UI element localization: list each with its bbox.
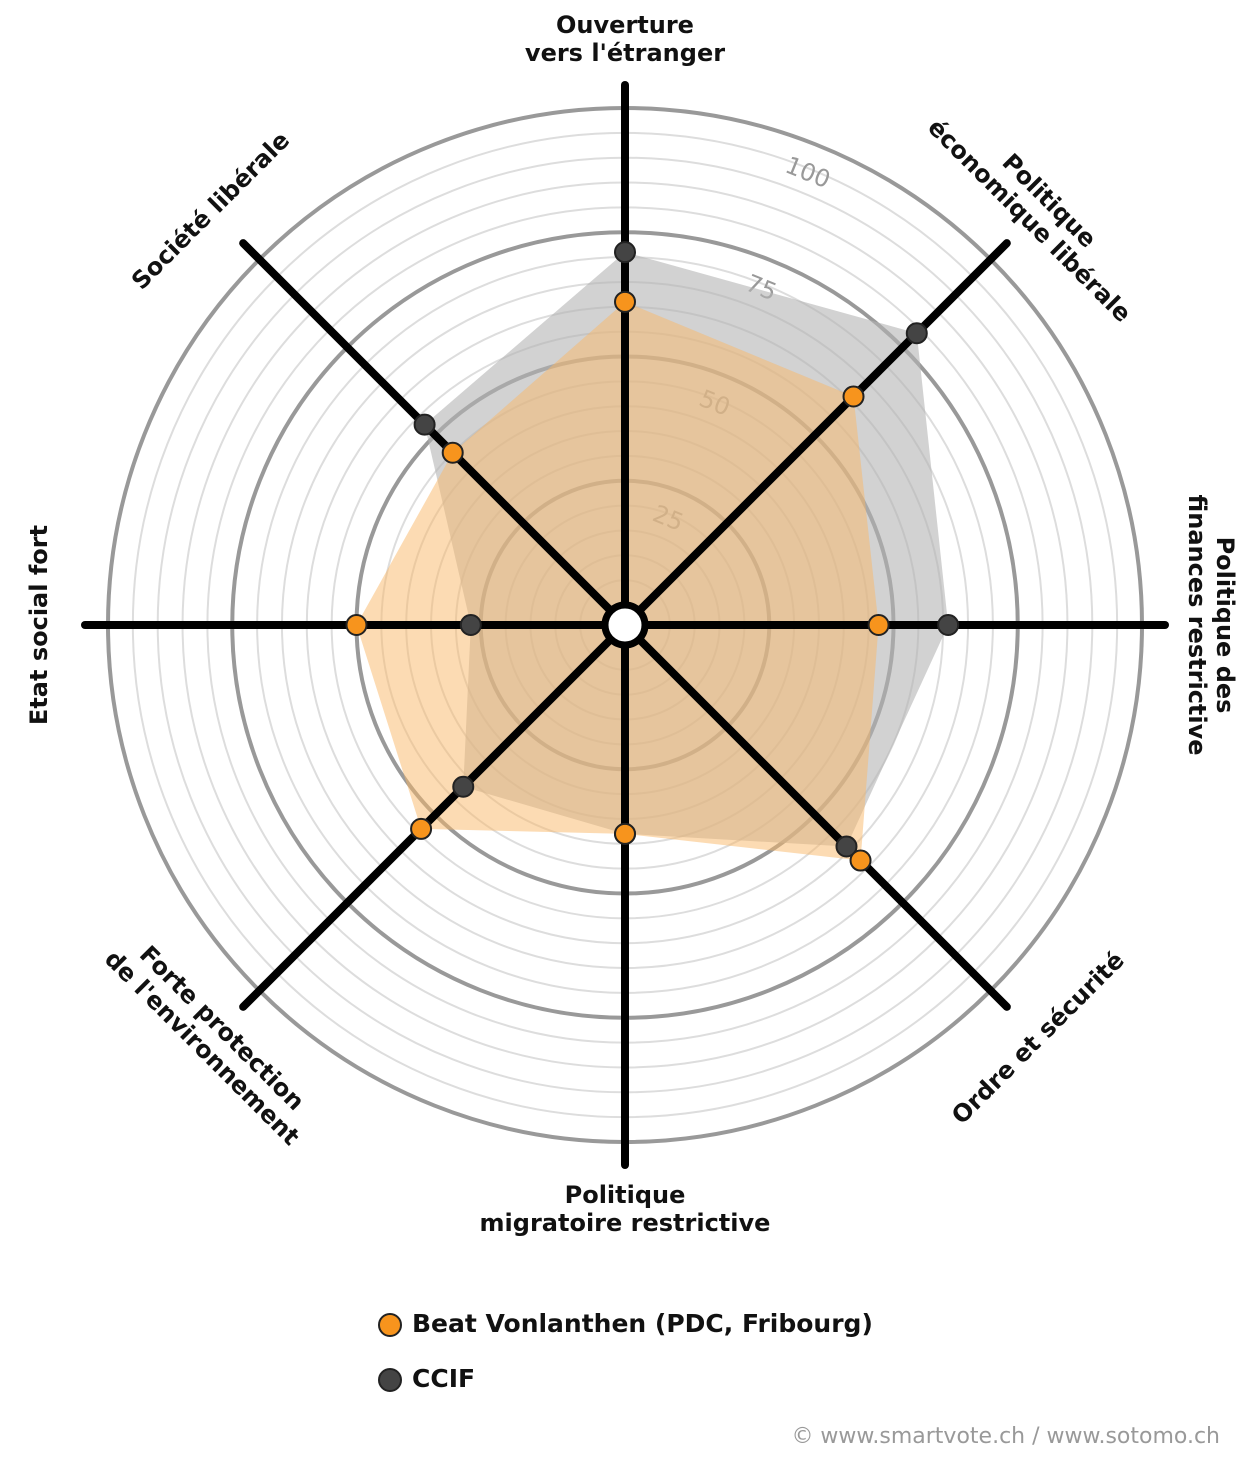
axis <box>621 239 1011 629</box>
point <box>835 835 858 858</box>
axis-label: Etat social fort <box>25 525 53 725</box>
axis-label: Politique desfinances restrictive <box>1183 494 1239 755</box>
point <box>452 775 475 798</box>
point <box>937 614 960 636</box>
center <box>601 601 649 649</box>
point <box>614 241 636 264</box>
point <box>410 817 433 840</box>
area <box>356 301 879 861</box>
point <box>614 822 636 845</box>
point <box>867 614 890 636</box>
point <box>849 849 872 872</box>
legend-marker <box>378 1368 402 1392</box>
legend-label: CCIF <box>412 1364 475 1393</box>
legend-marker <box>378 1313 402 1337</box>
axis-label-line: Politique <box>565 1181 686 1209</box>
point <box>459 614 482 636</box>
point <box>413 413 436 436</box>
source: © www.smartvote.ch / www.sotomo.ch <box>791 1424 1220 1449</box>
axis <box>239 239 629 629</box>
point <box>905 322 928 345</box>
axis-label-line: finances restrictive <box>1183 494 1211 755</box>
legend-label: Beat Vonlanthen (PDC, Fribourg) <box>412 1309 873 1338</box>
axis-label-line: Politique des <box>1211 537 1239 714</box>
axis <box>239 621 629 1011</box>
axis-label-line: migratoire restrictive <box>480 1209 771 1237</box>
point <box>842 385 865 408</box>
axis <box>621 621 1011 1011</box>
point <box>345 614 368 636</box>
axis-label-line: vers l'étranger <box>525 39 725 67</box>
axis-label-line: Etat social fort <box>25 525 53 725</box>
axis-label: Politique migratoire restrictive <box>480 1181 771 1237</box>
axis-label: Ouverture vers l'étranger <box>525 11 725 67</box>
point <box>441 441 464 464</box>
axis-label-line: Ouverture <box>556 11 694 39</box>
point <box>614 290 636 313</box>
